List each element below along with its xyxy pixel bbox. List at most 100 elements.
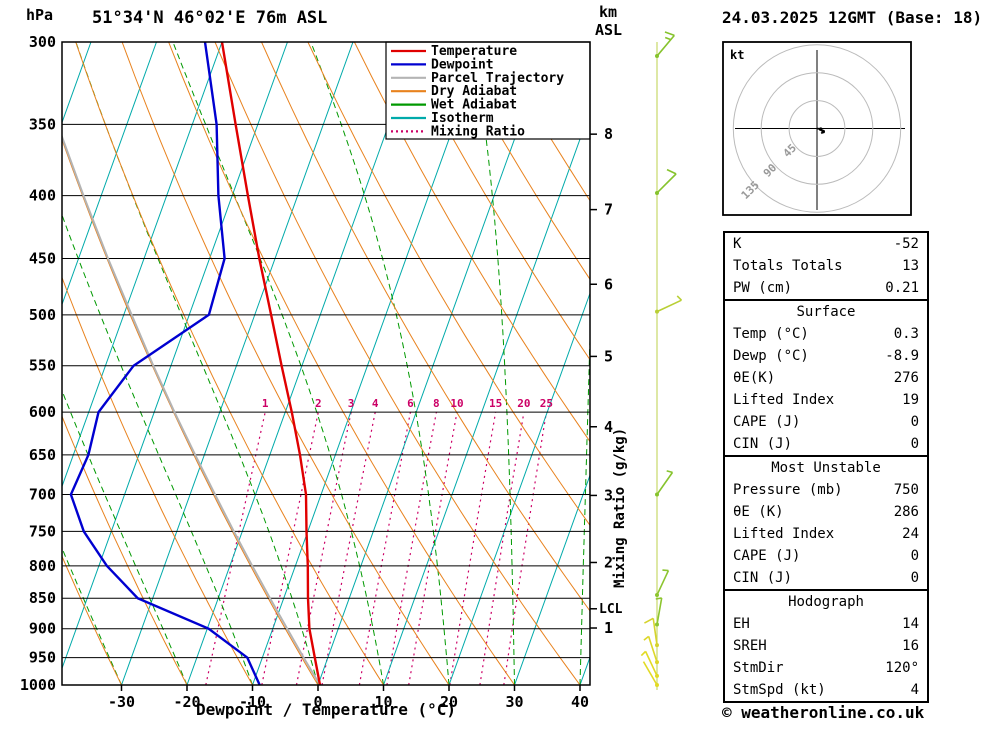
wind-barb	[656, 570, 670, 596]
row-value: -52	[893, 236, 919, 252]
row-value: 19	[902, 392, 919, 408]
table-row: Dewp (°C) -8.9	[725, 345, 927, 367]
row-label: EH	[733, 616, 750, 632]
row-value: 0	[910, 414, 919, 430]
table-row: PW (cm) 0.21	[725, 277, 927, 299]
table-row: CAPE (J) 0	[725, 545, 927, 567]
wind-barb	[644, 651, 658, 677]
mixing-ratio-value-label: 10	[450, 397, 463, 410]
row-label: StmSpd (kt)	[733, 682, 826, 698]
pressure-tick-label: 400	[29, 187, 56, 205]
row-value: 0.3	[893, 326, 919, 342]
temp-tick-label: 20	[440, 693, 458, 711]
km-tick-label: 7	[604, 201, 613, 219]
copyright: © weatheronline.co.uk	[722, 703, 925, 722]
station-title: 51°34'N 46°02'E 76m ASL	[92, 8, 328, 28]
wind-barb-column	[640, 31, 683, 690]
km-tick-label: 3	[604, 486, 613, 504]
mixing-ratio-value-label: 4	[372, 397, 379, 410]
wind-barb	[656, 471, 674, 495]
pressure-tick-label: 550	[29, 357, 56, 375]
pressure-tick-label: 350	[29, 115, 56, 133]
table-row: CIN (J) 0	[725, 567, 927, 589]
hodograph-unit-label: kt	[730, 48, 744, 62]
parcel-trajectory-line	[62, 133, 321, 685]
row-value: 0.21	[885, 280, 919, 296]
wind-barb	[656, 597, 663, 625]
table-row: Temp (°C) 0.3	[725, 323, 927, 345]
row-value: 0	[910, 436, 919, 452]
table-row: Lifted Index 19	[725, 389, 927, 411]
row-value: 0	[910, 570, 919, 586]
pressure-tick-label: 800	[29, 557, 56, 575]
mixing-ratio-value-label: 3	[348, 397, 355, 410]
table-row: SREH 16	[725, 635, 927, 657]
pressure-tick-label: 600	[29, 403, 56, 421]
row-label: Totals Totals	[733, 258, 843, 274]
table-row: StmDir 120°	[725, 657, 927, 679]
pressure-tick-label: 850	[29, 589, 56, 607]
km-tick-label: 6	[604, 275, 613, 293]
legend-label: Wet Adiabat	[431, 98, 517, 113]
row-label: θE(K)	[733, 370, 776, 386]
legend-label: Dewpoint	[431, 57, 494, 72]
row-label: CIN (J)	[733, 570, 793, 586]
wind-barb	[652, 618, 658, 646]
wind-barb	[647, 636, 658, 663]
mixing-ratio-axis-title: Mixing Ratio (g/kg)	[612, 427, 628, 588]
table-row: EH 14	[725, 613, 927, 635]
temp-tick-label: -10	[239, 693, 266, 711]
temp-tick-label: -30	[108, 693, 135, 711]
row-label: Dewp (°C)	[733, 348, 809, 364]
indices-section: Hodograph EH 14 SREH 16 StmDir 120° StmSpd (kt)…	[723, 589, 929, 703]
km-unit-label: km	[599, 3, 618, 21]
indices-section: Surface Temp (°C) 0.3 Dewp (°C) -8.9 θE(K) 276…	[723, 299, 929, 457]
row-value: 14	[902, 616, 919, 632]
row-label: PW (cm)	[733, 280, 793, 296]
dewpoint-line	[69, 42, 261, 685]
row-label: Lifted Index	[733, 526, 835, 542]
pressure-tick-label: 650	[29, 446, 56, 464]
mixing-ratio-value-label: 6	[407, 397, 414, 410]
row-value: 13	[902, 258, 919, 274]
table-row: StmSpd (kt) 4	[725, 679, 927, 701]
pressure-tick-label: 950	[29, 649, 56, 667]
wind-barb	[656, 173, 677, 194]
wind-barb	[656, 299, 682, 313]
row-label: Temp (°C)	[733, 326, 809, 342]
table-row: Totals Totals 13	[725, 255, 927, 277]
row-value: 16	[902, 638, 919, 654]
table-row: θE (K) 286	[725, 501, 927, 523]
pressure-tick-label: 900	[29, 620, 56, 638]
row-value: 120°	[885, 660, 919, 676]
pressure-tick-label: 750	[29, 522, 56, 540]
pressure-tick-label: 300	[29, 33, 56, 51]
hodograph-border	[722, 41, 912, 216]
run-datetime: 24.03.2025 12GMT (Base: 18)	[722, 8, 983, 27]
pressure-tick-label: 450	[29, 250, 56, 268]
table-row: CIN (J) 0	[725, 433, 927, 455]
row-value: 4	[910, 682, 919, 698]
km-tick-label: 5	[604, 347, 613, 365]
section-title: Most Unstable	[771, 460, 881, 476]
temp-tick-label: 40	[571, 693, 589, 711]
section-title: Surface	[796, 304, 856, 320]
row-label: CAPE (J)	[733, 548, 801, 564]
km-tick-label: 8	[604, 125, 613, 143]
mixing-ratio-value-label: 15	[489, 397, 502, 410]
indices-section: Most Unstable Pressure (mb) 750 θE (K) 286 Li…	[723, 455, 929, 591]
temp-tick-label: 0	[313, 693, 322, 711]
row-label: K	[733, 236, 742, 252]
temperature-line	[220, 42, 322, 685]
km-tick-label: 4	[604, 418, 613, 436]
row-label: StmDir	[733, 660, 784, 676]
lcl-label: LCL	[599, 602, 623, 617]
row-label: Lifted Index	[733, 392, 835, 408]
table-row: Lifted Index 24	[725, 523, 927, 545]
km-tick-label: 1	[604, 619, 613, 637]
table-row: CAPE (J) 0	[725, 411, 927, 433]
